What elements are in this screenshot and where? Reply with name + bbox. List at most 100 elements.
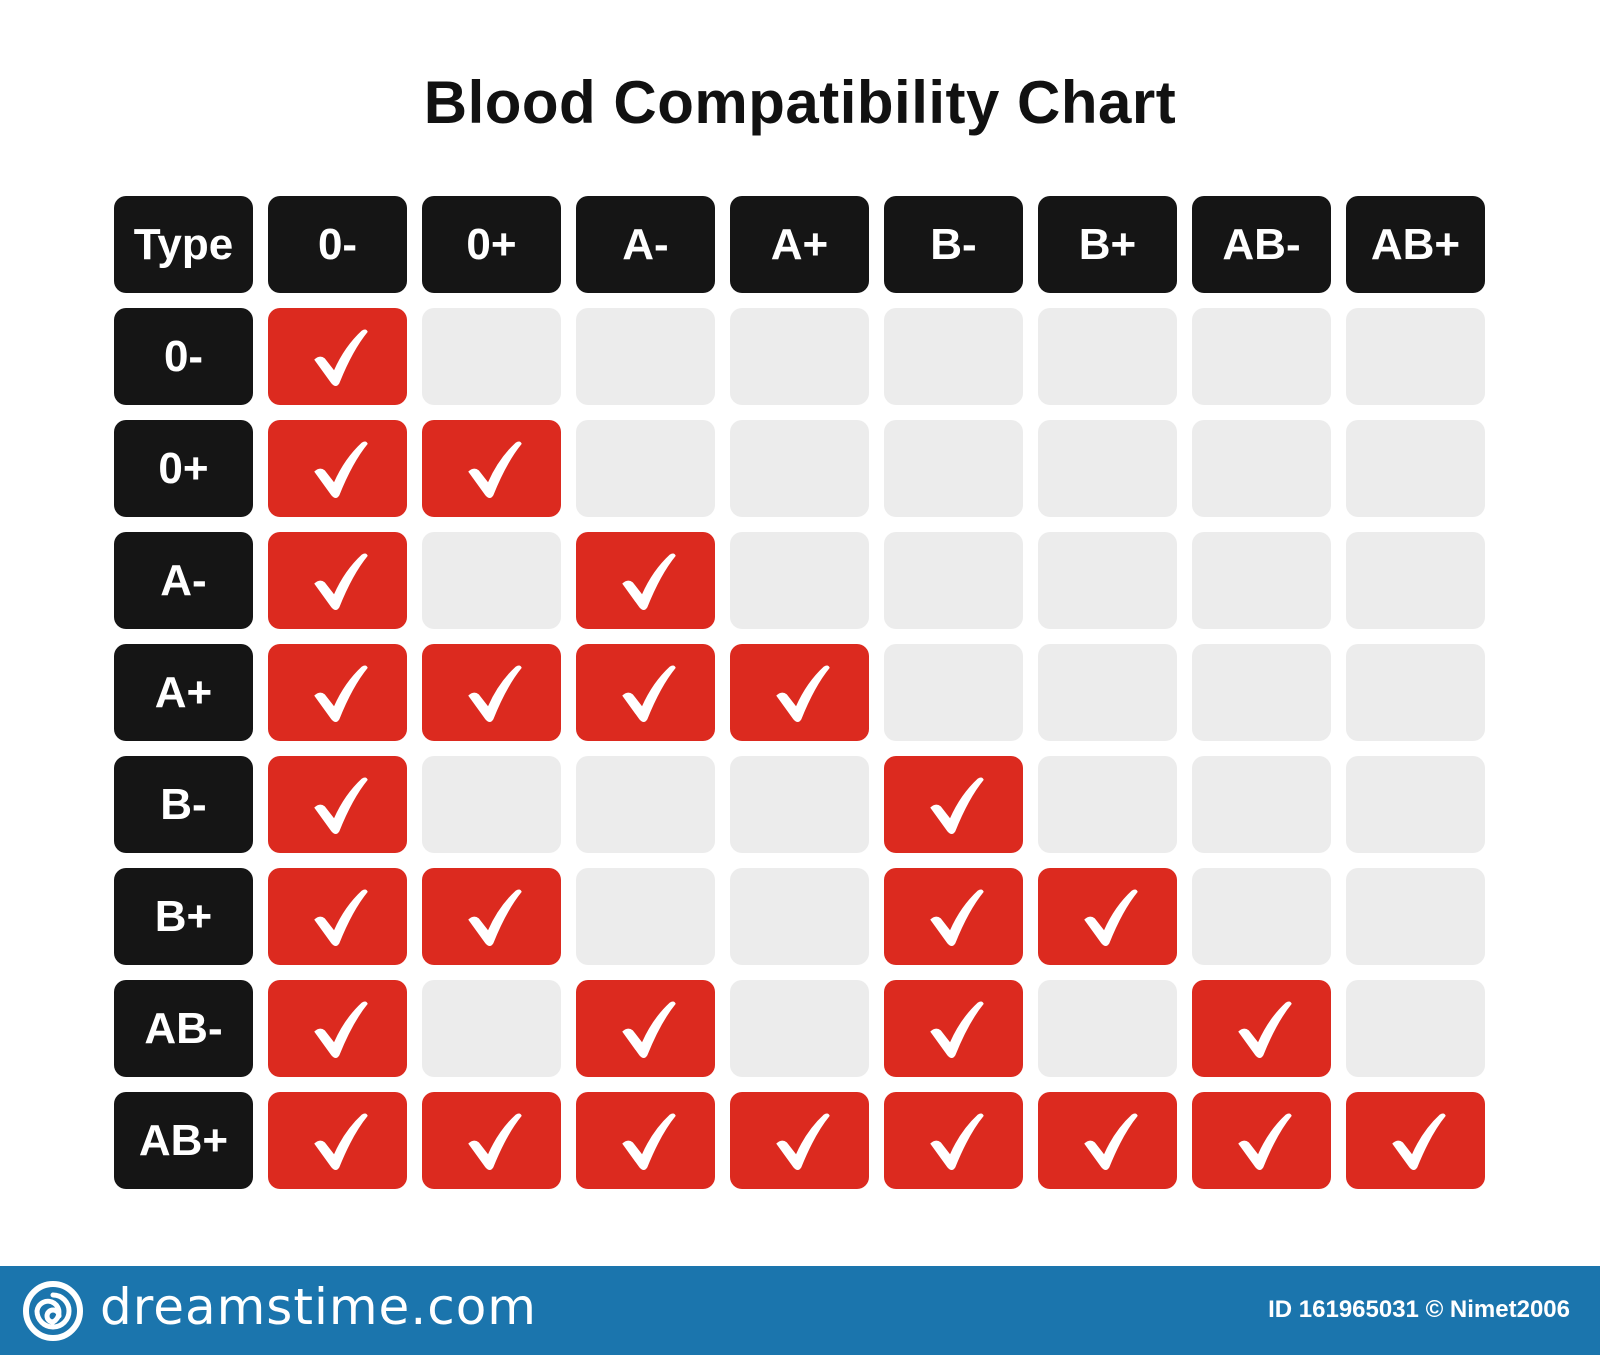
incompatible-cell <box>1346 420 1485 517</box>
incompatible-cell <box>1346 868 1485 965</box>
chart-title: Blood Compatibility Chart <box>423 69 1177 136</box>
checkmark-icon <box>467 889 522 946</box>
checkmark-icon <box>775 665 830 722</box>
footer-brand: dreamstime.com <box>100 1278 537 1336</box>
footer-image-id: ID 161965031 © Nimet2006 <box>1268 1296 1570 1323</box>
incompatible-cell <box>1192 644 1331 741</box>
incompatible-cell <box>1038 420 1177 517</box>
incompatible-cell <box>1192 532 1331 629</box>
incompatible-cell <box>884 308 1023 405</box>
checkmark-icon <box>313 665 368 722</box>
incompatible-cell <box>730 756 869 853</box>
checkmark-icon <box>313 1001 368 1058</box>
compatible-cell <box>1192 980 1331 1077</box>
row-header: 0- <box>114 308 253 405</box>
incompatible-cell <box>1038 644 1177 741</box>
checkmark-icon <box>313 889 368 946</box>
row-header: AB+ <box>114 1092 253 1189</box>
checkmark-icon <box>313 1113 368 1170</box>
compatible-cell <box>576 532 715 629</box>
compatible-cell <box>422 420 561 517</box>
row-header: 0+ <box>114 420 253 517</box>
incompatible-cell <box>884 532 1023 629</box>
compatible-cell <box>1038 868 1177 965</box>
checkmark-icon <box>467 1113 522 1170</box>
checkmark-icon <box>775 1113 830 1170</box>
incompatible-cell <box>1038 980 1177 1077</box>
incompatible-cell <box>1346 980 1485 1077</box>
compatible-cell <box>576 1092 715 1189</box>
compatible-cell <box>268 308 407 405</box>
compatible-cell <box>884 980 1023 1077</box>
row-header: B+ <box>114 868 253 965</box>
incompatible-cell <box>730 980 869 1077</box>
compatible-cell <box>268 644 407 741</box>
incompatible-cell <box>884 420 1023 517</box>
compatible-cell <box>1038 1092 1177 1189</box>
checkmark-icon <box>313 329 368 386</box>
incompatible-cell <box>730 868 869 965</box>
checkmark-icon <box>1391 1113 1446 1170</box>
compatible-cell <box>730 644 869 741</box>
compatible-cell <box>576 980 715 1077</box>
checkmark-icon <box>929 1113 984 1170</box>
compatible-cell <box>268 980 407 1077</box>
incompatible-cell <box>576 420 715 517</box>
row-header: A- <box>114 532 253 629</box>
compatible-cell <box>884 868 1023 965</box>
checkmark-icon <box>1237 1001 1292 1058</box>
incompatible-cell <box>1346 532 1485 629</box>
compatible-cell <box>268 756 407 853</box>
checkmark-icon <box>1083 889 1138 946</box>
incompatible-cell <box>1192 420 1331 517</box>
checkmark-icon <box>929 1001 984 1058</box>
checkmark-icon <box>313 441 368 498</box>
row-header: B- <box>114 756 253 853</box>
compatible-cell <box>1192 1092 1331 1189</box>
checkmark-icon <box>467 441 522 498</box>
corner-header: Type <box>114 196 253 293</box>
compatible-cell <box>884 1092 1023 1189</box>
incompatible-cell <box>1038 756 1177 853</box>
checkmark-icon <box>1083 1113 1138 1170</box>
column-header: B- <box>884 196 1023 293</box>
checkmark-icon <box>313 553 368 610</box>
compatible-cell <box>268 532 407 629</box>
compatible-cell <box>576 644 715 741</box>
incompatible-cell <box>1192 308 1331 405</box>
incompatible-cell <box>1346 756 1485 853</box>
checkmark-icon <box>929 889 984 946</box>
checkmark-icon <box>621 553 676 610</box>
column-header: AB+ <box>1346 196 1485 293</box>
incompatible-cell <box>884 644 1023 741</box>
column-header: B+ <box>1038 196 1177 293</box>
incompatible-cell <box>422 308 561 405</box>
compatible-cell <box>422 644 561 741</box>
compatibility-grid: Type 0- 0+ A- A+ B- B+ AB- AB+ 0- 0+ A- A+ B- B+ AB- AB+ <box>114 196 1485 1189</box>
compatible-cell <box>268 420 407 517</box>
incompatible-cell <box>1038 532 1177 629</box>
checkmark-icon <box>621 1001 676 1058</box>
incompatible-cell <box>422 756 561 853</box>
incompatible-cell <box>422 532 561 629</box>
compatible-cell <box>268 1092 407 1189</box>
incompatible-cell <box>730 532 869 629</box>
checkmark-icon <box>929 777 984 834</box>
checkmark-icon <box>621 665 676 722</box>
checkmark-icon <box>621 1113 676 1170</box>
compatible-cell <box>422 1092 561 1189</box>
compatible-cell <box>422 868 561 965</box>
column-header: A+ <box>730 196 869 293</box>
incompatible-cell <box>576 868 715 965</box>
dreamstime-swirl-icon <box>23 1281 83 1341</box>
incompatible-cell <box>1346 308 1485 405</box>
incompatible-cell <box>730 308 869 405</box>
column-header: AB- <box>1192 196 1331 293</box>
compatible-cell <box>884 756 1023 853</box>
row-header: AB- <box>114 980 253 1077</box>
checkmark-icon <box>467 665 522 722</box>
incompatible-cell <box>576 308 715 405</box>
compatible-cell <box>268 868 407 965</box>
incompatible-cell <box>1346 644 1485 741</box>
checkmark-icon <box>1237 1113 1292 1170</box>
